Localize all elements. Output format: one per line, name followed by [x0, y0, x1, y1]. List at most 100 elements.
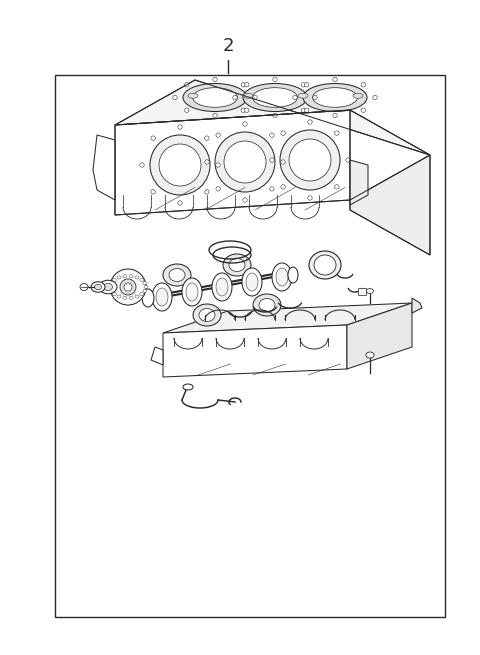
Circle shape	[301, 83, 305, 87]
Ellipse shape	[108, 286, 112, 288]
Ellipse shape	[186, 283, 198, 301]
Ellipse shape	[183, 384, 193, 390]
Ellipse shape	[99, 280, 117, 293]
Ellipse shape	[109, 282, 113, 285]
Circle shape	[346, 158, 350, 162]
Ellipse shape	[367, 288, 373, 293]
Circle shape	[184, 108, 189, 113]
Polygon shape	[163, 325, 347, 377]
Ellipse shape	[143, 282, 147, 285]
Circle shape	[301, 108, 305, 113]
Ellipse shape	[156, 288, 168, 306]
Ellipse shape	[123, 296, 127, 299]
Circle shape	[304, 83, 309, 87]
Ellipse shape	[152, 283, 172, 311]
Ellipse shape	[243, 93, 253, 98]
Circle shape	[224, 141, 266, 183]
Circle shape	[273, 113, 277, 118]
Ellipse shape	[129, 274, 133, 278]
Circle shape	[151, 136, 156, 140]
Circle shape	[308, 196, 312, 200]
Circle shape	[216, 163, 220, 167]
Circle shape	[204, 190, 209, 194]
Circle shape	[244, 83, 249, 87]
Ellipse shape	[314, 255, 336, 275]
Circle shape	[270, 158, 274, 162]
Circle shape	[308, 120, 312, 124]
Ellipse shape	[135, 276, 139, 279]
Circle shape	[233, 95, 237, 100]
Ellipse shape	[353, 93, 363, 98]
Ellipse shape	[117, 295, 121, 298]
Ellipse shape	[183, 83, 247, 111]
Polygon shape	[93, 135, 115, 200]
Polygon shape	[115, 110, 350, 215]
Ellipse shape	[80, 284, 88, 291]
Ellipse shape	[243, 83, 307, 111]
Ellipse shape	[129, 296, 133, 299]
Text: 2: 2	[222, 37, 234, 55]
Ellipse shape	[199, 309, 215, 322]
Circle shape	[241, 83, 245, 87]
Circle shape	[270, 133, 274, 138]
Ellipse shape	[366, 352, 374, 358]
Circle shape	[140, 163, 144, 167]
Ellipse shape	[252, 88, 298, 107]
Circle shape	[244, 108, 249, 113]
Ellipse shape	[104, 284, 112, 291]
Circle shape	[204, 136, 209, 140]
Ellipse shape	[192, 88, 238, 107]
Circle shape	[124, 283, 132, 291]
Circle shape	[215, 132, 275, 192]
Ellipse shape	[303, 83, 367, 111]
Circle shape	[243, 122, 247, 126]
Ellipse shape	[298, 93, 308, 98]
Polygon shape	[350, 155, 430, 255]
Bar	[55, 75, 445, 617]
Ellipse shape	[91, 282, 105, 292]
Ellipse shape	[112, 278, 116, 282]
Polygon shape	[412, 298, 422, 313]
Ellipse shape	[169, 269, 185, 282]
Ellipse shape	[140, 293, 144, 295]
Ellipse shape	[112, 293, 116, 295]
Ellipse shape	[212, 273, 232, 301]
Ellipse shape	[193, 304, 221, 326]
Circle shape	[270, 187, 274, 191]
Ellipse shape	[135, 295, 139, 298]
Ellipse shape	[143, 290, 147, 292]
Ellipse shape	[188, 93, 198, 98]
Circle shape	[281, 160, 285, 164]
Circle shape	[241, 108, 245, 113]
Circle shape	[159, 144, 201, 186]
Ellipse shape	[140, 278, 144, 282]
Bar	[358, 288, 366, 295]
Ellipse shape	[288, 267, 298, 283]
Circle shape	[205, 160, 209, 164]
Ellipse shape	[95, 284, 101, 290]
Circle shape	[281, 185, 285, 189]
Circle shape	[373, 95, 377, 100]
Circle shape	[216, 133, 220, 138]
Circle shape	[151, 190, 156, 194]
Circle shape	[313, 95, 317, 100]
Circle shape	[150, 135, 210, 195]
Ellipse shape	[117, 276, 121, 279]
Ellipse shape	[253, 294, 281, 316]
Circle shape	[213, 77, 217, 82]
Circle shape	[280, 130, 340, 190]
Circle shape	[361, 83, 365, 87]
Polygon shape	[163, 303, 412, 333]
Circle shape	[216, 187, 220, 191]
Circle shape	[335, 185, 339, 189]
Polygon shape	[115, 80, 430, 155]
Circle shape	[120, 279, 136, 295]
Circle shape	[304, 108, 309, 113]
Ellipse shape	[216, 278, 228, 296]
Circle shape	[361, 108, 365, 113]
Circle shape	[289, 139, 331, 181]
Circle shape	[273, 77, 277, 82]
Ellipse shape	[109, 290, 113, 292]
Polygon shape	[347, 303, 412, 369]
Circle shape	[178, 125, 182, 129]
